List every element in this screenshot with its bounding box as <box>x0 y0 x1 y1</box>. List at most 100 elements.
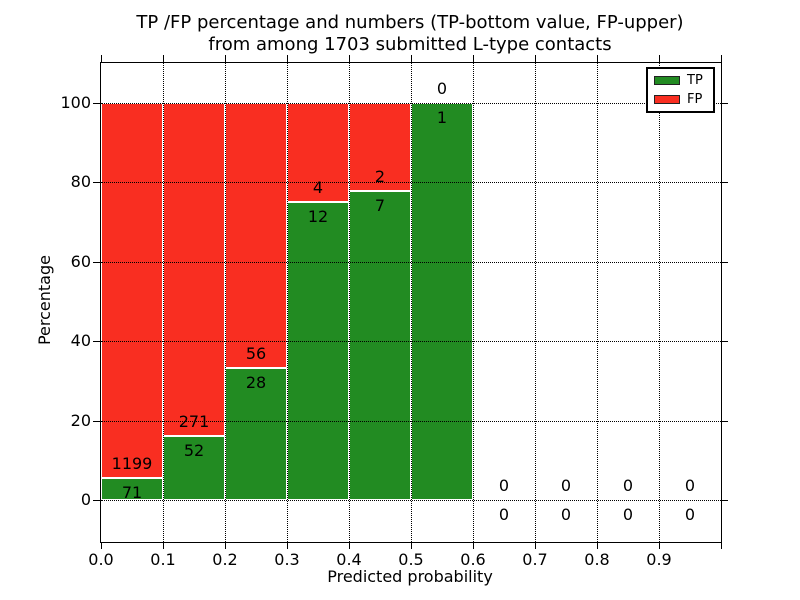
bar-segment-tp <box>287 202 349 500</box>
y-tick-right <box>721 182 728 184</box>
gridline-vertical <box>472 63 474 542</box>
x-tick-top <box>348 55 350 62</box>
fp-count-label: 0 <box>684 476 696 495</box>
fp-count-label: 0 <box>622 476 634 495</box>
fp-count-label: 271 <box>178 412 210 432</box>
x-tick-top <box>472 55 474 62</box>
fp-count-label: 0 <box>560 476 572 495</box>
bar-segment-fp <box>101 103 163 478</box>
fp-count-label: 56 <box>245 343 267 363</box>
y-tick-label: 100 <box>60 93 91 112</box>
chart-title-line1: TP /FP percentage and numbers (TP-bottom… <box>136 12 684 33</box>
legend-label-fp: FP <box>687 91 703 107</box>
y-tick-label: 20 <box>70 410 91 430</box>
bar-segment-tp <box>349 191 411 500</box>
x-axis-label: Predicted probability <box>327 567 493 586</box>
x-tick-bottom <box>596 542 598 549</box>
x-tick-bottom <box>224 542 226 549</box>
x-tick-bottom <box>472 542 474 549</box>
y-tick-left <box>93 103 100 104</box>
y-tick-right <box>721 420 728 422</box>
x-tick-label: 0.1 <box>150 550 176 569</box>
x-tick-top <box>162 55 164 62</box>
x-tick-bottom <box>286 542 288 549</box>
gridline-vertical <box>224 63 226 542</box>
fp-count-label: 0 <box>498 476 510 495</box>
bar-segment-tp <box>411 103 473 500</box>
gridline-horizontal <box>101 261 721 263</box>
fp-count-label: 1199 <box>111 453 153 473</box>
y-tick-label: 80 <box>70 172 91 192</box>
x-tick-bottom <box>348 542 350 549</box>
x-tick-bottom <box>720 542 722 549</box>
tp-count-label: 7 <box>374 196 386 216</box>
gridline-horizontal <box>101 182 721 184</box>
legend-entry-tp: TP <box>654 72 707 88</box>
x-tick-label: 0.6 <box>460 550 486 569</box>
x-tick-label: 0.2 <box>212 550 238 569</box>
legend-label-tp: TP <box>687 72 703 88</box>
fp-count-label: 4 <box>312 178 324 198</box>
y-tick-right <box>721 103 728 104</box>
gridline-vertical <box>596 63 598 542</box>
plot-area: 1199 71 271 52 56 28 4 12 2 7 0 1 0 0 0 0 0 0 0 0 0.0 0.1 0.2 0… <box>60 55 728 569</box>
gridline-vertical <box>348 63 350 542</box>
gridline-vertical <box>658 63 660 542</box>
bar-segment-tp <box>225 367 287 500</box>
tp-count-label: 12 <box>307 207 329 227</box>
legend-swatch-tp-icon <box>654 76 680 85</box>
x-tick-top <box>100 55 102 62</box>
legend: TP FP <box>646 67 715 113</box>
x-tick-top <box>720 55 722 62</box>
y-tick-right <box>721 341 728 343</box>
x-tick-label: 0.8 <box>584 550 610 569</box>
y-tick-left <box>93 420 100 422</box>
tp-count-label: 28 <box>245 372 267 392</box>
tp-count-label: 0 <box>498 505 510 524</box>
y-tick-label: 60 <box>70 251 91 271</box>
x-tick-bottom <box>100 542 102 549</box>
x-tick-top <box>596 55 598 62</box>
y-tick-right <box>721 500 728 501</box>
tp-count-label: 1 <box>436 108 448 127</box>
tp-count-label: 52 <box>183 441 205 461</box>
x-tick-top <box>658 55 660 62</box>
tp-count-label: 0 <box>684 505 696 524</box>
tp-count-label: 0 <box>622 505 634 524</box>
x-tick-bottom <box>658 542 660 549</box>
x-tick-label: 0.5 <box>398 550 424 569</box>
bar-segment-fp <box>225 103 287 368</box>
x-tick-bottom <box>410 542 412 549</box>
fp-count-label: 0 <box>436 79 448 98</box>
y-tick-left <box>93 182 100 184</box>
y-tick-label: 0 <box>80 490 91 509</box>
tp-count-label: 0 <box>560 505 572 524</box>
y-tick-label: 40 <box>70 331 91 351</box>
gridline-horizontal <box>101 420 721 422</box>
gridline-vertical <box>162 63 164 542</box>
gridline-horizontal <box>101 103 721 104</box>
x-tick-label: 0.9 <box>646 550 672 569</box>
legend-entry-fp: FP <box>654 91 707 107</box>
gridline-vertical <box>534 63 536 542</box>
y-tick-right <box>721 261 728 263</box>
gridline-vertical <box>286 63 288 542</box>
y-tick-left <box>93 341 100 343</box>
x-tick-bottom <box>162 542 164 549</box>
y-tick-left <box>93 500 100 501</box>
chart-title-line2: from among 1703 submitted L-type contact… <box>208 34 612 55</box>
fp-count-label: 2 <box>374 167 386 187</box>
tp-count-label: 71 <box>121 482 143 502</box>
x-tick-label: 0.4 <box>336 550 362 569</box>
legend-swatch-fp-icon <box>654 95 680 104</box>
y-tick-left <box>93 261 100 263</box>
x-tick-top <box>534 55 536 62</box>
x-tick-label: 0.3 <box>274 550 300 569</box>
x-tick-top <box>410 55 412 62</box>
x-tick-top <box>286 55 288 62</box>
gridline-horizontal <box>101 500 721 501</box>
gridline-vertical <box>410 63 412 542</box>
x-tick-label: 0.7 <box>522 550 548 569</box>
x-tick-bottom <box>534 542 536 549</box>
